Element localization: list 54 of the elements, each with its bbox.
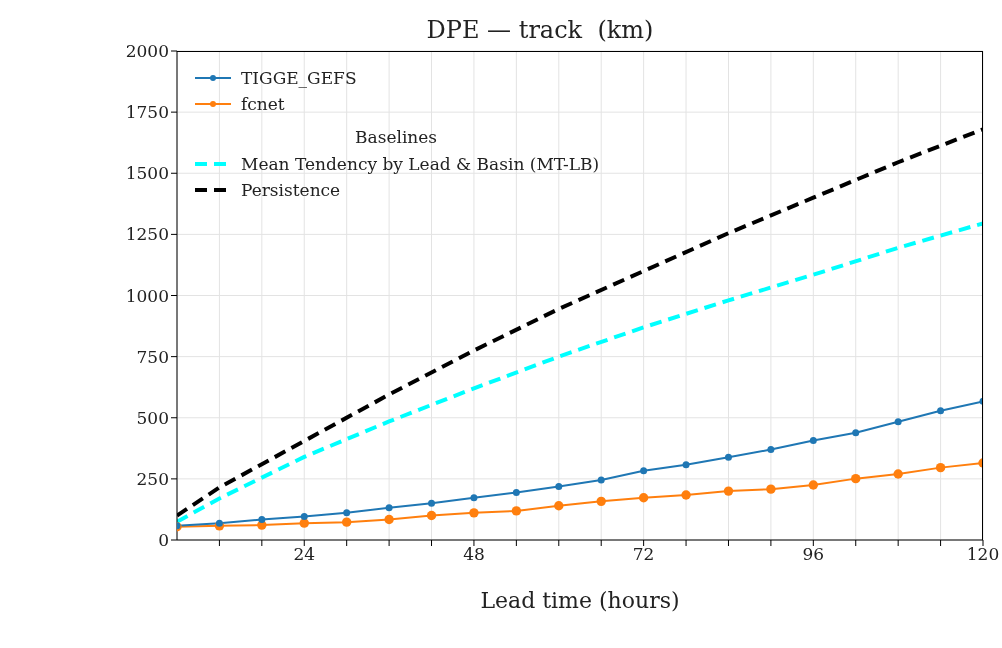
point <box>723 486 734 496</box>
y-tick-label: 1750 <box>125 102 169 123</box>
y-tick-label: 1000 <box>125 285 169 306</box>
x-tick-label: 72 <box>632 544 655 565</box>
y-tick-label: 750 <box>136 346 169 367</box>
y-tick-label: 1500 <box>125 163 169 184</box>
point <box>426 510 437 521</box>
x-tick-label: 96 <box>802 544 825 565</box>
point <box>767 446 775 454</box>
chart-title: DPE — track (km) <box>426 16 654 44</box>
y-tick-label: 1250 <box>125 224 169 245</box>
point <box>385 504 393 512</box>
point <box>469 508 479 518</box>
legend-label: Mean Tendency by Lead & Basin (MT-LB) <box>241 154 600 174</box>
point <box>681 490 691 500</box>
point <box>894 418 902 426</box>
point <box>343 509 351 517</box>
point <box>638 493 649 503</box>
point <box>341 517 352 527</box>
point <box>470 494 478 502</box>
point <box>851 473 861 484</box>
y-tick-label: 250 <box>136 468 169 489</box>
point <box>809 436 817 444</box>
point <box>596 496 606 507</box>
point <box>555 482 563 490</box>
x-tick-label: 24 <box>293 544 316 565</box>
point <box>893 469 903 479</box>
point <box>724 453 732 461</box>
y-tick-label: 0 <box>158 530 169 551</box>
point <box>808 480 819 490</box>
point <box>852 429 860 437</box>
x-axis-title: Lead time (hours) <box>480 588 680 613</box>
point <box>300 513 308 521</box>
point <box>640 467 648 475</box>
point <box>512 489 520 497</box>
legend-label: fcnet <box>241 94 285 114</box>
point <box>428 499 436 507</box>
point <box>935 462 946 473</box>
point <box>597 476 605 484</box>
legend-title: Baselines <box>354 127 439 149</box>
point <box>511 506 522 516</box>
point <box>766 484 776 494</box>
y-tick-label: 2000 <box>125 41 169 62</box>
x-tick-label: 120 <box>966 544 1000 565</box>
point <box>554 501 564 511</box>
legend-label: TIGGE_GEFS <box>241 68 357 88</box>
x-tick-label: 48 <box>463 544 485 565</box>
point <box>682 461 690 469</box>
y-tick-label: 500 <box>136 407 169 428</box>
point <box>384 514 394 525</box>
point <box>937 407 945 415</box>
legend-label: Persistence <box>241 180 341 200</box>
point <box>258 515 266 523</box>
point <box>215 519 223 527</box>
